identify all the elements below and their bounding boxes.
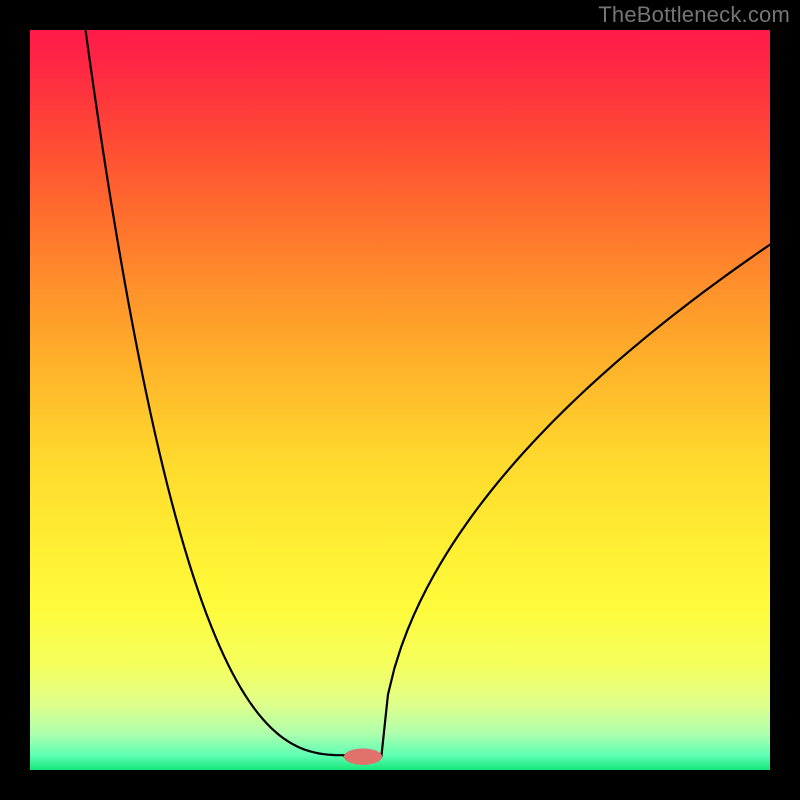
watermark-text: TheBottleneck.com (598, 2, 790, 28)
min-marker (344, 749, 382, 765)
gradient-background (30, 30, 770, 770)
plot-svg (30, 30, 770, 770)
chart-frame: TheBottleneck.com (0, 0, 800, 800)
plot-area (30, 30, 770, 770)
